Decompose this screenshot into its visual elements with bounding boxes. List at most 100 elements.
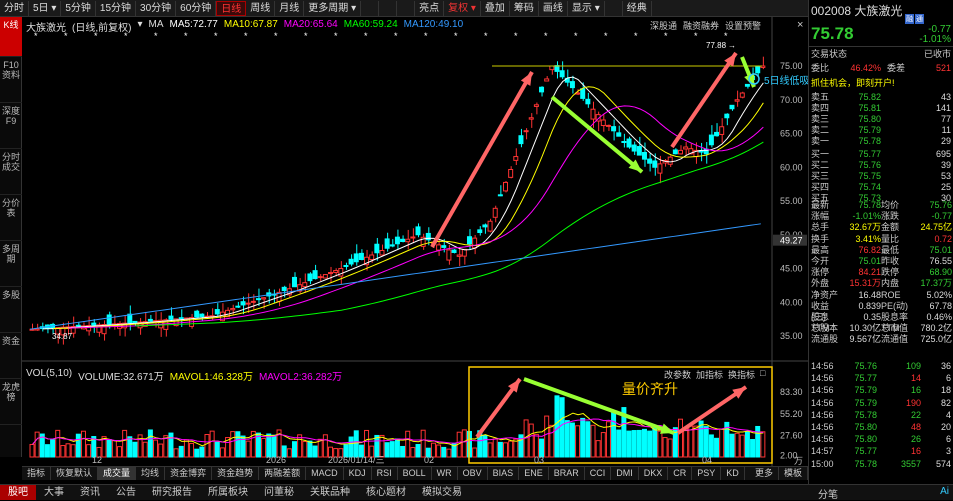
toolbar-item-6[interactable]: 日线 (216, 0, 247, 16)
toolbar-item-1[interactable]: 5日 ▾ (29, 0, 62, 16)
toolbar-item-4[interactable]: 30分钟 (136, 0, 177, 16)
indicator-23[interactable]: 模板 (779, 467, 808, 480)
indicator-7[interactable]: MACD (306, 467, 344, 480)
deep-link[interactable]: 深股通 (650, 21, 678, 31)
kline-chart[interactable]: 75.0070.0065.0060.0055.0050.0045.0040.00… (22, 17, 808, 467)
bottom-tab-9[interactable]: 模拟交易 (422, 487, 462, 498)
volume-bar (209, 430, 215, 458)
bottom-tab-6[interactable]: 问董秘 (264, 487, 294, 498)
toolbar-item-14[interactable]: 复权 ▾ (444, 0, 481, 16)
bottom-tab-1[interactable]: 大事 (44, 487, 64, 498)
event-marker: * (664, 31, 668, 41)
toolbar-item-0[interactable]: 分时 (0, 0, 29, 16)
left-tab-4[interactable]: 分价表 (0, 195, 22, 241)
toolbar-item-16[interactable]: 筹码 (510, 0, 539, 16)
indicator-8[interactable]: KDJ (344, 467, 372, 480)
candle (631, 144, 637, 152)
indicator-20[interactable]: PSY (692, 467, 722, 480)
volume-bar (86, 444, 92, 458)
stats-col-3: 76.55 (929, 256, 952, 266)
left-tab-8[interactable]: 龙虎榜 (0, 379, 22, 425)
toolbar-item-20[interactable]: 经典 (623, 0, 652, 16)
bottom-tab-7[interactable]: 关联品种 (310, 487, 350, 498)
indicator-11[interactable]: WR (432, 467, 458, 480)
left-tab-5[interactable]: 多周期 (0, 241, 22, 287)
indicator-9[interactable]: RSI (372, 467, 398, 480)
vol-tool-0[interactable]: 改参数 (664, 370, 692, 380)
volume-bar (358, 444, 364, 458)
indicator-13[interactable]: BIAS (488, 467, 520, 480)
toolbar-item-8[interactable]: 月线 (275, 0, 305, 16)
toolbar-item-3[interactable]: 15分钟 (96, 0, 137, 16)
left-tab-7[interactable]: 资金 (0, 333, 22, 379)
indicator-14[interactable]: ENE (519, 467, 549, 480)
indicator-1[interactable]: 恢复默认 (51, 467, 99, 480)
indicator-4[interactable]: 资金博弈 (165, 467, 213, 480)
toolbar-item-7[interactable]: 周线 (246, 0, 276, 16)
bottom-tab-8[interactable]: 核心题材 (366, 487, 406, 498)
toolbar-item-18[interactable]: 显示 ▾ (568, 0, 605, 16)
tick-col-0: 14:56 (811, 422, 834, 432)
vol-tool-3[interactable]: □ (760, 368, 766, 378)
vol-tool-1[interactable]: 加指标 (696, 370, 724, 380)
toolbar-item-12[interactable] (397, 0, 416, 16)
alert-link[interactable]: 设置预警 (725, 21, 762, 31)
volume-bar (75, 433, 81, 458)
toolbar-item-15[interactable]: 叠加 (481, 0, 510, 16)
ma120-line (29, 223, 761, 330)
toolbar-item-5[interactable]: 60分钟 (176, 0, 217, 16)
indicator-22[interactable]: 更多 (750, 467, 779, 480)
indicator-2[interactable]: 成交量 (98, 467, 137, 480)
indicator-15[interactable]: BRAR (549, 467, 585, 480)
indicator-3[interactable]: 均线 (136, 467, 166, 480)
candle (348, 258, 354, 265)
close-chart-icon[interactable]: × (797, 19, 804, 31)
indicator-12[interactable]: OBV (458, 467, 488, 480)
indicator-17[interactable]: DMI (611, 467, 639, 480)
ai-icon[interactable]: Ai (940, 486, 949, 497)
stats-col-3: 67.78 (929, 300, 952, 311)
toolbar-item-2[interactable]: 5分钟 (61, 0, 96, 16)
toolbar-item-17[interactable]: 画线 (539, 0, 568, 16)
price-tick: 65.00 (780, 129, 803, 139)
candle (91, 322, 97, 326)
ma5-label: MA5:72.77 (169, 19, 218, 30)
volume-bar (219, 447, 225, 458)
bottom-tab-2[interactable]: 资讯 (80, 487, 100, 498)
indicator-5[interactable]: 资金趋势 (212, 467, 260, 480)
indicator-19[interactable]: CR (668, 467, 693, 480)
indicator-10[interactable]: BOLL (398, 467, 432, 480)
indicator-18[interactable]: DKX (639, 467, 669, 480)
left-tab-0[interactable]: K线 (0, 17, 22, 57)
candle (312, 270, 318, 280)
downtrend-arrow (550, 95, 644, 174)
toolbar-item-11[interactable] (379, 0, 398, 16)
bids-col-2: 39 (940, 160, 951, 170)
indicator-21[interactable]: KD (721, 467, 745, 480)
volume-bar (297, 434, 303, 458)
candle (539, 86, 545, 93)
toolbar-item-13[interactable]: 亮点 (415, 0, 445, 16)
indicator-6[interactable]: 两融差额 (259, 467, 307, 480)
toolbar-item-19[interactable] (605, 0, 623, 16)
bottom-tab-0[interactable]: 股吧 (0, 485, 36, 500)
left-tab-3[interactable]: 分时成交 (0, 149, 22, 195)
tab-fenbi[interactable]: 分笔 (818, 490, 838, 501)
toolbar-item-9[interactable]: 更多周期 ▾ (304, 0, 362, 16)
promo-notice[interactable]: 抓住机会，即刻开户! (811, 78, 895, 88)
left-tab-1[interactable]: F10资料 (0, 57, 22, 103)
bottom-tab-3[interactable]: 公告 (116, 487, 136, 498)
left-tab-2[interactable]: 深度F9 (0, 103, 22, 149)
volume-bar (569, 422, 575, 458)
volume-bar (271, 434, 277, 458)
indicator-16[interactable]: CCI (585, 467, 612, 480)
left-tab-6[interactable]: 多股 (0, 287, 22, 333)
bottom-tab-5[interactable]: 所属板块 (208, 487, 248, 498)
bottom-tab-4[interactable]: 研究报告 (152, 487, 192, 498)
indicator-0[interactable]: 指标 (22, 467, 52, 480)
toolbar-item-10[interactable] (361, 0, 380, 16)
volume-bar (328, 446, 334, 458)
margin-link[interactable]: 融资融券 (683, 21, 720, 31)
legend-menu-icon[interactable]: ▾ (137, 19, 143, 30)
vol-tool-2[interactable]: 换指标 (728, 370, 756, 380)
